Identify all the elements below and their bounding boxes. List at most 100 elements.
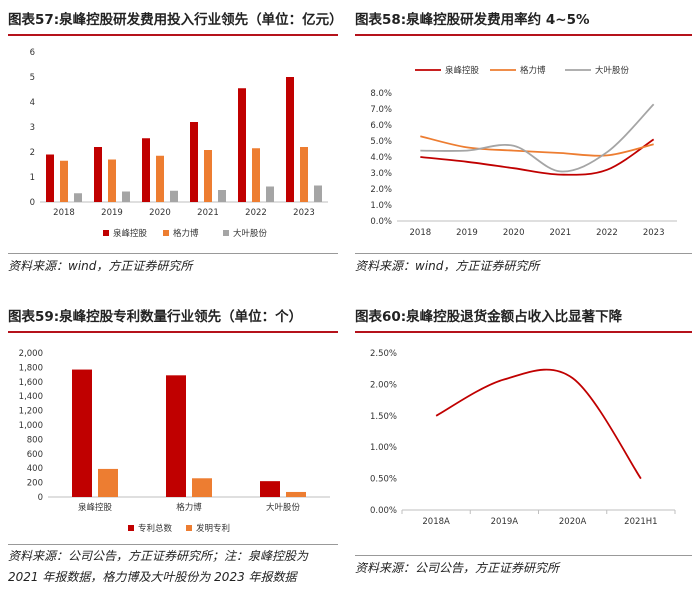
y-tick-label: 2,000 [19,349,43,359]
fig58-source-rule [355,253,692,254]
y-tick-label: 3.0% [370,169,392,179]
x-tick-label: 2022 [596,228,618,238]
fig59-source: 资料来源：公司公告，方正证券研究所；注：泉峰控股为 2021 年报数据，格力博及… [8,546,308,588]
y-tick-label: 7.0% [370,105,392,115]
x-tick-label: 2018 [410,228,432,238]
x-tick-label: 2023 [293,208,315,218]
y-tick-label: 0.0% [370,217,392,227]
legend-label-1: 专利总数 [138,523,173,534]
series-line-1 [435,368,642,480]
x-tick-label: 2021 [197,208,219,218]
y-tick-label: 6.0% [370,121,392,131]
bar-3-2 [122,191,130,202]
bar-1-2 [94,147,102,202]
bar-2-1 [60,160,68,202]
fig59-title-rule [8,331,338,333]
y-tick-label: 5 [30,73,35,83]
fig60-source-rule [355,555,692,556]
x-tick-label: 泉峰控股 [78,502,113,513]
bar-2-2 [192,478,212,497]
bar-3-5 [266,186,274,202]
y-tick-label: 3 [30,123,35,133]
bar-2-2 [108,159,116,202]
x-tick-label: 2020 [149,208,171,218]
fig57-chart: 0 1 2 3 4 5 6 2018 2019 2020 2021 2022 2023 泉峰控股 格力博 大叶… [30,48,328,239]
fig60-source: 资料来源：公司公告，方正证券研究所 [355,561,560,575]
bar-1-5 [238,88,246,202]
bar-2-5 [252,148,260,202]
fig59-source-line-2: 2021 年报数据，格力博及大叶股份为 2023 年报数据 [8,570,297,584]
x-tick-label: 2023 [643,228,665,238]
x-tick-label: 大叶股份 [266,502,301,513]
x-tick-label: 2021H1 [624,517,657,527]
y-tick-label: 5.0% [370,137,392,147]
y-tick-label: 200 [27,479,43,489]
y-tick-label: 1.50% [370,412,397,422]
fig57-panel: 图表57:泉峰控股研发费用投入行业领先（单位：亿元） 0 1 2 3 4 5 6 2018 20… [8,8,343,290]
bar-3-1 [74,193,82,202]
legend-label-2: 格力博 [173,228,199,239]
y-tick-label: 1 [30,173,35,183]
legend-label-3: 大叶股份 [595,65,630,76]
y-tick-label: 0.00% [370,506,397,516]
y-tick-label: 2.00% [370,380,397,390]
bar-1-2 [166,375,186,497]
fig58-title: 图表58:泉峰控股研发费用率约 4~5% [355,12,590,28]
series-line-1 [420,138,655,176]
fig57-source-rule [8,253,338,254]
fig59-title: 图表59:泉峰控股专利数量行业领先（单位：个） [8,309,303,325]
y-tick-label: 4.0% [370,153,392,163]
bar-2-4 [204,150,212,202]
series-line-3 [420,103,655,173]
x-tick-label: 2019 [101,208,123,218]
y-tick-label: 1,800 [19,363,43,373]
x-tick-label: 2018A [422,517,450,527]
bar-2-1 [98,468,118,497]
y-tick-label: 1.00% [370,443,397,453]
y-tick-label: 1,600 [19,378,43,388]
fig59-source-line-1: 资料来源：公司公告，方正证券研究所；注：泉峰控股为 [8,549,309,563]
y-tick-label: 4 [30,98,35,108]
legend-swatch-1 [103,230,109,236]
legend-swatch-2 [186,525,192,531]
bar-1-1 [72,369,92,497]
fig60-title-rule [355,331,692,333]
y-tick-label: 6 [30,48,35,58]
x-tick-label: 2020A [559,517,587,527]
x-tick-label: 2021 [550,228,572,238]
bar-3-6 [314,185,322,202]
y-tick-label: 1,000 [19,421,43,431]
y-tick-label: 400 [27,464,43,474]
series-line-2 [420,135,654,157]
x-tick-label: 2019A [491,517,519,527]
legend-label-1: 泉峰控股 [445,65,480,76]
legend-label-3: 大叶股份 [233,228,268,239]
legend-label-2: 格力博 [520,65,546,76]
y-tick-label: 8.0% [370,89,392,99]
x-tick-label: 格力博 [176,502,202,513]
y-tick-label: 2.50% [370,349,397,359]
bar-1-6 [286,77,294,202]
fig58-panel: 图表58:泉峰控股研发费用率约 4~5% 0.0% 1.0% 2.0% 3.0% 4.0… [355,8,692,290]
y-tick-label: 0 [38,493,43,503]
fig59-chart: 0 200 400 600 800 1,000 1,200 1,400 1,600 1,800 2,… [19,349,330,534]
fig60-title: 图表60:泉峰控股退货金额占收入比显著下降 [355,309,623,325]
bar-1-1 [46,154,54,202]
bar-2-3 [156,155,164,202]
bar-1-4 [190,122,198,202]
bar-2-3 [286,491,306,497]
legend-label-2: 发明专利 [196,523,230,534]
legend-swatch-2 [163,230,169,236]
y-tick-label: 0.50% [370,475,397,485]
y-tick-label: 1,200 [19,407,43,417]
bar-1-3 [260,481,280,497]
bar-1-3 [142,138,150,202]
bar-3-3 [170,190,178,202]
y-tick-label: 800 [27,435,43,445]
y-tick-label: 2 [30,148,35,158]
fig58-title-rule [355,34,692,36]
legend-swatch-3 [223,230,229,236]
x-tick-label: 2018 [53,208,75,218]
x-tick-label: 2020 [503,228,525,238]
fig57-title: 图表57:泉峰控股研发费用投入行业领先（单位：亿元） [8,12,343,28]
